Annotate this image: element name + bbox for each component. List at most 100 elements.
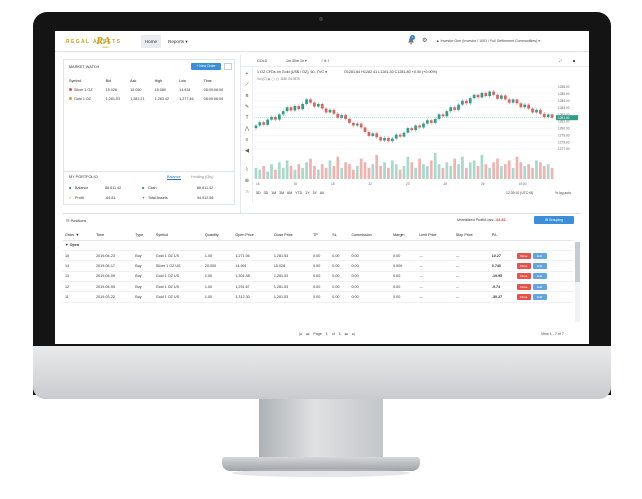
positions-header-13[interactable]: P/L bbox=[489, 230, 515, 241]
close-position-button[interactable]: Close bbox=[516, 283, 531, 290]
pencil-icon[interactable]: ✎ bbox=[244, 104, 250, 110]
mw-header-3[interactable]: High bbox=[154, 78, 163, 83]
table-row[interactable]: 15 2019-04-23 Buy Gold 1 OZ US 1.00 1,271.06 1… bbox=[63, 250, 573, 262]
candle bbox=[406, 128, 410, 133]
horizontal-line-icon[interactable]: ⩧ bbox=[245, 93, 249, 99]
chart-type-icons[interactable]: ⫶⫶ ⊕ ⌇ bbox=[321, 59, 330, 63]
zoom-icon[interactable]: ⊕ bbox=[244, 178, 250, 184]
candle bbox=[363, 127, 367, 133]
close-position-button[interactable]: Close bbox=[516, 294, 531, 301]
volume-bar bbox=[270, 164, 273, 179]
positions-header-4[interactable]: Quantity bbox=[202, 230, 234, 241]
monitor-stand-neck bbox=[259, 399, 383, 461]
cell-order: 13 bbox=[63, 271, 95, 283]
table-row[interactable]: 11 2019-03-22 Buy Gold 1 OZ US 1.00 1,312.30 1… bbox=[63, 291, 573, 303]
tab-balance[interactable]: Balance bbox=[167, 175, 181, 180]
fib-icon[interactable]: ≡ bbox=[245, 137, 249, 143]
candle bbox=[429, 120, 433, 123]
mw-cell-high: 15.080 bbox=[153, 85, 178, 94]
arrow-left-icon[interactable]: ◀ bbox=[245, 148, 249, 154]
positions-header-14[interactable] bbox=[514, 230, 573, 241]
positions-header-0[interactable]: Order ▼ bbox=[63, 230, 95, 241]
mw-value-bid: 1,281.53 bbox=[105, 96, 120, 101]
candle bbox=[301, 103, 305, 110]
market-watch-row[interactable]: Gold 1 OZ 1,281.53 1,282.21 1,283.42 1,277.4… bbox=[67, 94, 233, 103]
grouping-button[interactable]: ⊞ Grouping bbox=[534, 216, 574, 224]
positions-header-2[interactable]: Type bbox=[133, 230, 154, 241]
mw-header-4[interactable]: Low bbox=[179, 78, 186, 83]
cash-icon: ■ bbox=[142, 186, 145, 190]
gear-icon[interactable]: ⚙ bbox=[422, 38, 428, 44]
crosshair-icon[interactable]: + bbox=[245, 71, 249, 77]
volume-bar bbox=[254, 167, 258, 179]
user-menu[interactable]: ▲ Investor One (Investor / 1001 / Full S… bbox=[436, 39, 541, 43]
nav-home[interactable]: Home bbox=[141, 35, 161, 48]
candle bbox=[375, 133, 379, 138]
close-position-button[interactable]: Close bbox=[516, 273, 531, 280]
positions-header-5[interactable]: Open Price bbox=[233, 230, 272, 241]
magnet-icon[interactable]: ∩ bbox=[245, 189, 249, 195]
mw-header-0[interactable]: Symbol bbox=[69, 78, 82, 83]
group-row-open[interactable]: ▼ Open bbox=[63, 240, 573, 251]
ruler-icon[interactable]: ⌇ bbox=[245, 167, 249, 173]
positions-header-11[interactable]: Limit Price bbox=[417, 230, 454, 241]
text-icon[interactable]: T bbox=[245, 115, 249, 121]
mw-header-1[interactable]: Bid bbox=[105, 78, 111, 83]
close-position-button[interactable]: Close bbox=[516, 252, 531, 259]
volume-bar bbox=[422, 164, 425, 179]
volume-bar bbox=[492, 162, 495, 179]
table-row[interactable]: 14 2019-04-17 Buy Silver 1 OZ US 20.000 14.99… bbox=[63, 260, 573, 272]
camera-icon[interactable]: ◙ bbox=[573, 59, 576, 63]
candle bbox=[348, 118, 351, 123]
edit-position-button[interactable]: Edit bbox=[532, 294, 547, 301]
trendline-icon[interactable]: ⟋ bbox=[245, 82, 249, 88]
mw-header-2[interactable]: Ask bbox=[130, 78, 137, 83]
mw-cell-symbol: Gold 1 OZ bbox=[67, 94, 104, 103]
positions-scrollbar[interactable] bbox=[575, 242, 580, 322]
grid-icon: ☷ bbox=[66, 218, 71, 223]
mw-cell-ask: 1,282.21 bbox=[128, 94, 153, 103]
range-buttons[interactable]: 5D 3D 1M 3M 6M YTD 1Y 5Y All bbox=[256, 191, 324, 195]
pagination[interactable]: |◂ ◂◂ Page 1 of 1 ▸▸ ▸| bbox=[299, 332, 356, 336]
chart-symbol-search[interactable]: GOLD bbox=[257, 59, 268, 63]
positions-header-7[interactable]: TP bbox=[311, 230, 331, 241]
mw-header-5[interactable]: Time bbox=[203, 78, 212, 83]
candlestick-chart[interactable]: 1286.001285.001284.001283.001282.001281.… bbox=[254, 85, 588, 181]
expand-icon[interactable] bbox=[224, 63, 232, 70]
close-position-button[interactable]: Close bbox=[516, 262, 531, 269]
scale-options[interactable]: % log auto bbox=[555, 191, 572, 195]
positions-header-3[interactable]: Symbol bbox=[153, 230, 203, 241]
candle bbox=[410, 128, 414, 131]
tab-holding[interactable]: Holding (Qty) bbox=[191, 175, 214, 179]
new-order-button[interactable]: + New Order bbox=[191, 63, 221, 70]
positions-header-6[interactable]: Close Price bbox=[271, 230, 312, 241]
edit-position-button[interactable]: Edit bbox=[532, 262, 547, 269]
volume-bar bbox=[480, 154, 484, 179]
candle bbox=[457, 104, 460, 110]
scrollbar-thumb[interactable] bbox=[575, 242, 580, 282]
positions-header-10[interactable]: Margin bbox=[391, 230, 418, 241]
fullscreen-icon[interactable]: ⤢ bbox=[559, 59, 562, 63]
mw-cell-low: 1,277.46 bbox=[177, 94, 202, 103]
edit-position-button[interactable]: Edit bbox=[532, 283, 547, 290]
positions-header-9[interactable]: Commission bbox=[349, 230, 392, 241]
table-row[interactable]: 12 2019-04-05 Buy Gold 1 OZ US 1.00 1,291.67 1… bbox=[63, 281, 573, 293]
pattern-icon[interactable]: ⋀ bbox=[244, 126, 250, 132]
group-label[interactable]: ▼ Open bbox=[63, 240, 573, 251]
candle bbox=[441, 114, 445, 117]
volume-bar bbox=[503, 164, 507, 179]
cell-tp: 0.00 bbox=[311, 281, 331, 293]
edit-position-button[interactable]: Edit bbox=[532, 252, 547, 259]
cell-symbol: Gold 1 OZ US bbox=[153, 271, 203, 283]
chart-intervals[interactable]: 1m 30m 1h ▾ bbox=[286, 59, 307, 63]
positions-header-1[interactable]: Time bbox=[94, 230, 134, 241]
table-row[interactable]: 13 2019-04-09 Buy Gold 1 OZ US 1.00 1,301.48 1… bbox=[63, 271, 573, 283]
positions-header-12[interactable]: Stop Price bbox=[453, 230, 490, 241]
nav-reports[interactable]: Reports ▾ bbox=[168, 39, 188, 44]
market-watch-row[interactable]: Silver 1 OZ 15.028 15.050 15.080 14.934 08:09… bbox=[67, 85, 233, 94]
edit-position-button[interactable]: Edit bbox=[532, 273, 547, 280]
positions-header-8[interactable]: SL bbox=[330, 230, 350, 241]
cell-stop: --- bbox=[453, 281, 490, 293]
cell-actions: Close Edit bbox=[514, 281, 573, 293]
cell-stop: --- bbox=[453, 291, 490, 303]
